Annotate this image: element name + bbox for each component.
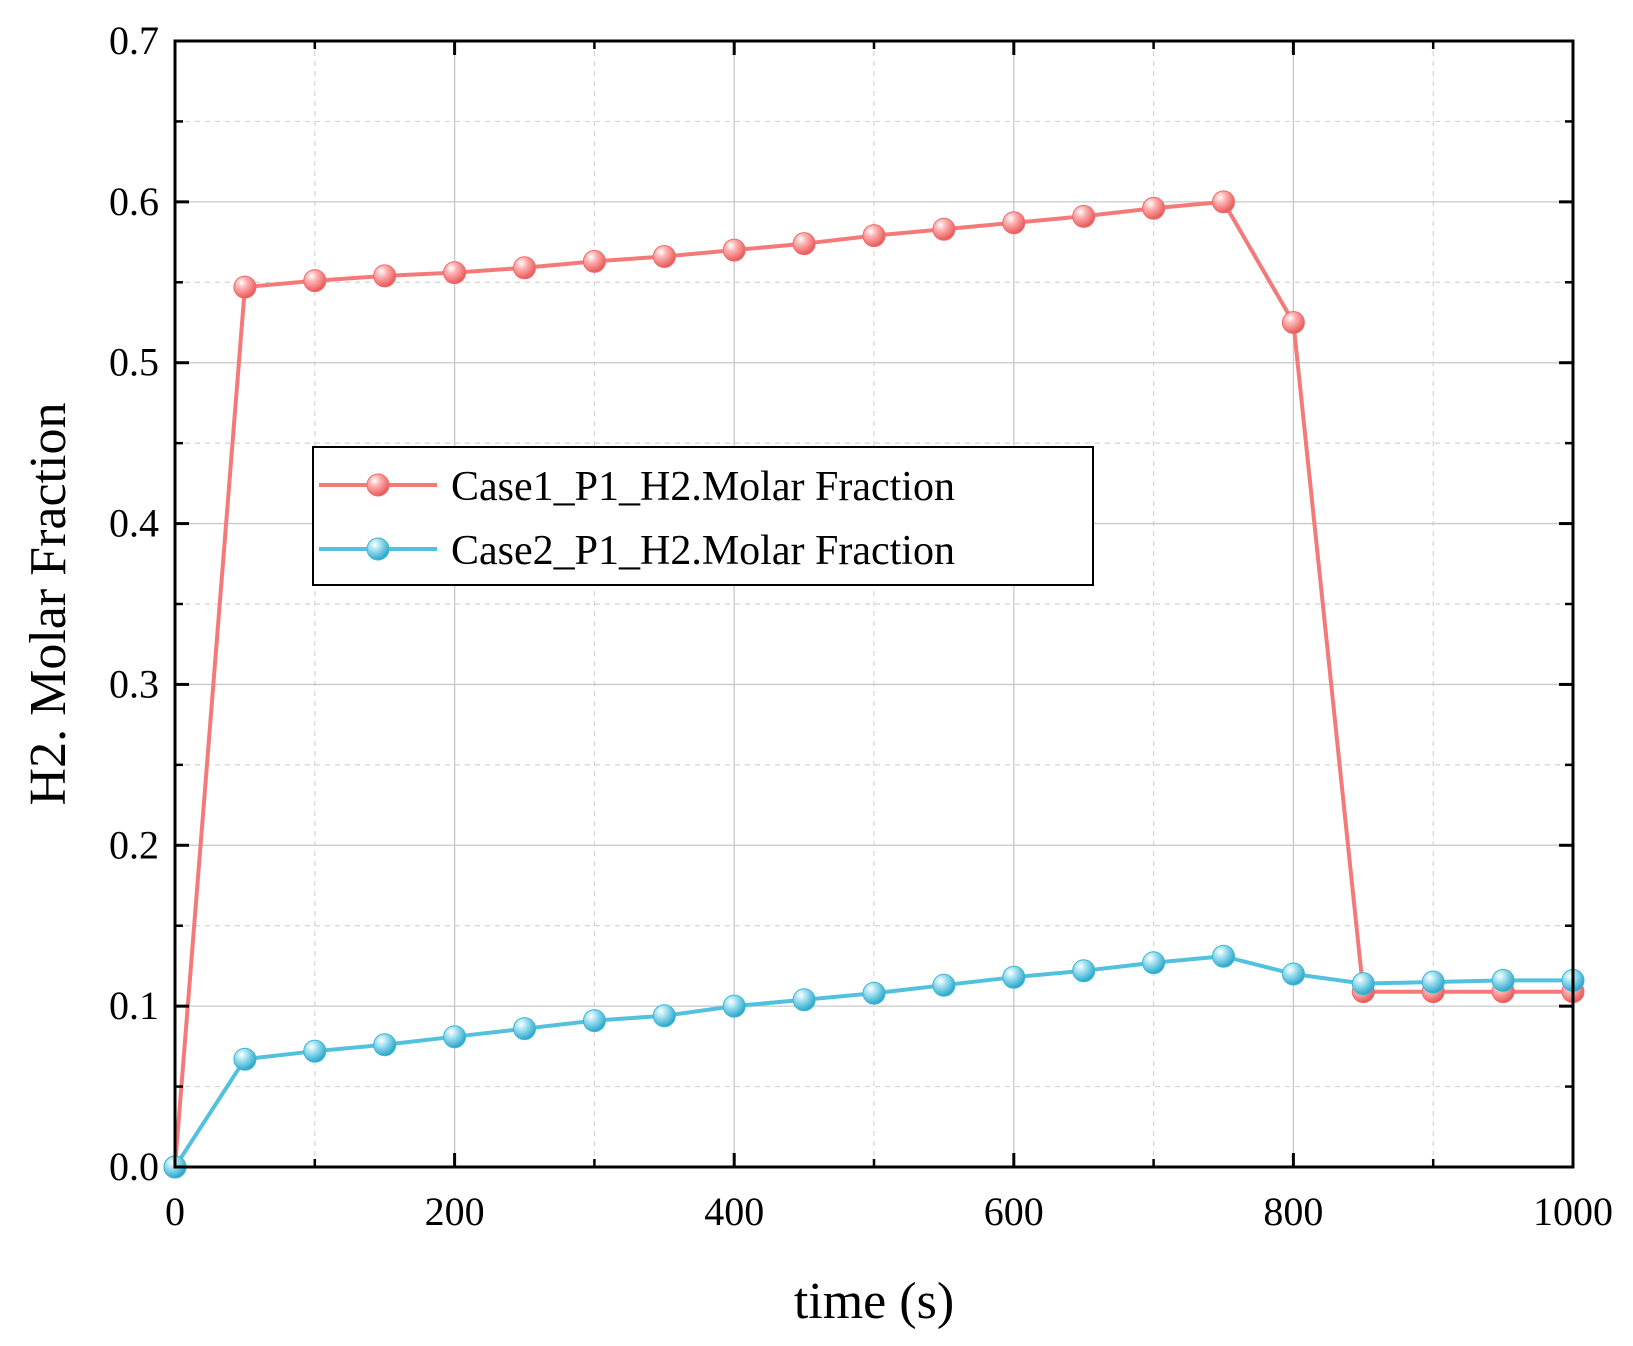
series-1-point <box>722 238 746 262</box>
series-2-point <box>582 1009 606 1033</box>
series-1-point <box>303 269 327 293</box>
series-layer <box>163 190 1585 1179</box>
series-1-point <box>233 275 257 299</box>
legend-label: Case2_P1_H2.Molar Fraction <box>451 528 955 574</box>
series-2-point <box>1072 959 1096 983</box>
series-2-point <box>233 1047 257 1071</box>
series-1-point <box>1142 196 1166 220</box>
series-2-point <box>443 1025 467 1049</box>
series-2-point <box>1212 944 1235 968</box>
y-tick-label: 0.1 <box>109 983 159 1028</box>
series-1-point <box>1212 190 1235 214</box>
y-tick-label: 0.6 <box>109 179 159 224</box>
legend-swatch-marker <box>366 473 390 497</box>
x-tick-label: 600 <box>984 1189 1044 1234</box>
series-1-point <box>1002 211 1026 235</box>
x-tick-label: 200 <box>425 1189 485 1234</box>
y-axis-title: H2. Molar Fraction <box>20 403 77 806</box>
axis-ticks: 0 200 400 600 800 1000 0.0 0.1 0.2 0.3 0.4 0.5 0.6 0.… <box>109 18 1613 1234</box>
series-1-point <box>652 245 676 269</box>
series-2 <box>163 944 1585 1179</box>
series-1-point <box>582 249 606 273</box>
legend-swatch-marker <box>366 537 390 561</box>
series-2-point <box>1142 951 1166 975</box>
series-2-point <box>932 973 956 997</box>
series-2-point <box>1281 962 1305 986</box>
y-tick-label: 0.5 <box>109 340 159 385</box>
series-2-point <box>792 988 816 1012</box>
x-tick-label: 0 <box>165 1189 185 1234</box>
y-tick-label: 0.0 <box>109 1144 159 1189</box>
series-1-point <box>932 217 956 241</box>
x-tick-label: 800 <box>1263 1189 1323 1234</box>
series-2-point <box>652 1004 676 1028</box>
y-tick-label: 0.3 <box>109 661 159 706</box>
x-axis-title: time (s) <box>794 1273 954 1330</box>
series-2-point <box>303 1039 327 1063</box>
series-1-point <box>1072 204 1096 228</box>
series-2-point <box>1351 972 1375 996</box>
series-2-point <box>862 981 886 1005</box>
series-2-point <box>513 1017 536 1041</box>
series-2-point <box>722 994 746 1018</box>
y-tick-label: 0.4 <box>109 501 159 546</box>
legend-box <box>312 446 1094 586</box>
series-2-point <box>1491 968 1515 992</box>
legend: Case1_P1_H2.Molar Fraction Case2_P1_H2.Mo… <box>312 446 1094 586</box>
series-1-point <box>513 256 536 280</box>
y-tick-label: 0.2 <box>109 822 159 867</box>
series-2-point <box>373 1033 397 1057</box>
series-2-point <box>1002 965 1026 989</box>
series-1-point <box>792 232 816 256</box>
series-1-point <box>862 224 886 248</box>
legend-label: Case1_P1_H2.Molar Fraction <box>451 464 955 510</box>
series-1-point <box>443 261 467 285</box>
series-2-point <box>1421 970 1445 994</box>
y-tick-label: 0.7 <box>109 18 159 63</box>
x-tick-label: 1000 <box>1533 1189 1613 1234</box>
series-1-point <box>373 264 397 288</box>
x-tick-label: 400 <box>704 1189 764 1234</box>
series-1-point <box>1281 311 1305 334</box>
